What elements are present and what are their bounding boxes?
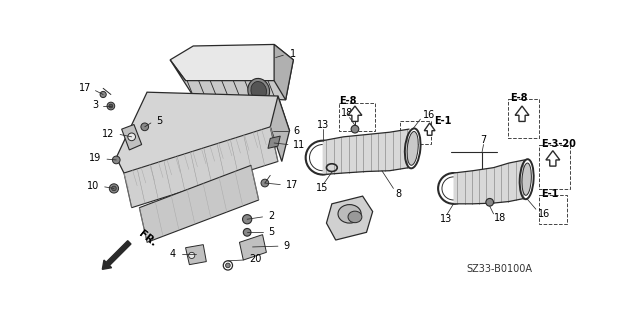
Text: 2: 2 xyxy=(268,211,274,221)
Circle shape xyxy=(113,156,120,164)
Polygon shape xyxy=(186,245,206,265)
Polygon shape xyxy=(348,106,362,122)
Text: 1: 1 xyxy=(289,49,296,59)
Text: 16: 16 xyxy=(422,110,435,120)
Ellipse shape xyxy=(251,81,266,100)
Text: 17: 17 xyxy=(79,83,91,93)
Ellipse shape xyxy=(522,163,531,195)
Text: E-3-20: E-3-20 xyxy=(541,139,576,149)
Text: 11: 11 xyxy=(293,139,306,150)
Text: 7: 7 xyxy=(481,135,486,145)
Ellipse shape xyxy=(248,78,269,103)
Text: 15: 15 xyxy=(316,183,328,193)
Text: 20: 20 xyxy=(250,254,262,264)
Text: 19: 19 xyxy=(90,153,102,163)
Polygon shape xyxy=(116,92,289,173)
Circle shape xyxy=(486,198,493,206)
Polygon shape xyxy=(268,136,280,148)
FancyArrow shape xyxy=(102,241,131,269)
Polygon shape xyxy=(140,165,259,242)
Circle shape xyxy=(189,252,195,258)
Text: E-8: E-8 xyxy=(509,93,527,103)
Polygon shape xyxy=(326,196,372,240)
Text: 4: 4 xyxy=(170,249,175,259)
Polygon shape xyxy=(122,124,141,150)
Circle shape xyxy=(109,184,118,193)
Circle shape xyxy=(141,123,148,131)
Polygon shape xyxy=(323,129,409,174)
Text: 16: 16 xyxy=(538,209,550,219)
Text: 17: 17 xyxy=(285,180,298,189)
Circle shape xyxy=(100,92,106,98)
Circle shape xyxy=(261,179,269,187)
Text: 5: 5 xyxy=(156,116,163,126)
Polygon shape xyxy=(170,44,293,81)
Text: 10: 10 xyxy=(87,181,99,191)
Polygon shape xyxy=(424,123,435,135)
Text: FR.: FR. xyxy=(137,229,159,249)
Circle shape xyxy=(128,133,136,141)
Circle shape xyxy=(351,125,359,133)
Polygon shape xyxy=(270,96,289,161)
Circle shape xyxy=(225,263,230,268)
Polygon shape xyxy=(274,44,293,100)
Circle shape xyxy=(107,102,115,110)
Polygon shape xyxy=(454,160,524,204)
Polygon shape xyxy=(515,106,529,122)
Text: E-8: E-8 xyxy=(340,96,357,107)
Polygon shape xyxy=(124,127,278,208)
Polygon shape xyxy=(170,60,293,100)
Ellipse shape xyxy=(348,211,362,223)
Text: 3: 3 xyxy=(92,100,99,110)
Ellipse shape xyxy=(407,131,419,165)
Text: 5: 5 xyxy=(268,227,274,237)
Text: 9: 9 xyxy=(284,241,289,251)
Circle shape xyxy=(243,228,251,236)
Circle shape xyxy=(109,104,113,108)
Polygon shape xyxy=(239,235,266,260)
Text: 18: 18 xyxy=(341,108,353,118)
Text: E-1: E-1 xyxy=(435,116,452,126)
Circle shape xyxy=(243,215,252,224)
Text: 13: 13 xyxy=(440,214,452,224)
Text: 12: 12 xyxy=(102,129,114,139)
Text: SZ33-B0100A: SZ33-B0100A xyxy=(467,264,532,274)
Text: 6: 6 xyxy=(293,126,300,136)
Text: 13: 13 xyxy=(317,120,329,130)
Circle shape xyxy=(111,186,116,191)
Text: 8: 8 xyxy=(396,189,402,199)
Text: 18: 18 xyxy=(493,213,506,224)
Polygon shape xyxy=(546,151,560,166)
Ellipse shape xyxy=(338,204,361,223)
Text: E-1: E-1 xyxy=(541,189,559,199)
